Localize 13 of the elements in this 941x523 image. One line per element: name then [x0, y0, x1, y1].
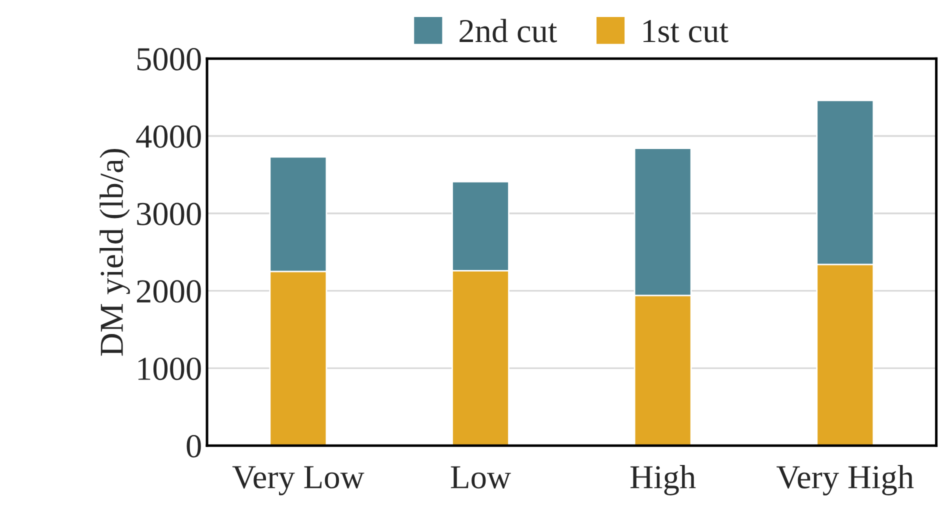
legend-label: 2nd cut — [460, 18, 558, 42]
y-tick-label: 3000 — [137, 202, 201, 226]
y-tick-label: 1000 — [138, 358, 201, 380]
y-axis-title: DM yield (lb/a) — [100, 148, 130, 356]
x-tick-label: Very Low — [232, 466, 364, 496]
x-tick-label: Low — [450, 466, 511, 488]
y-tick-label: 0 — [186, 434, 201, 458]
y-tick-label: 2000 — [136, 280, 201, 303]
x-tick-label: Very High — [776, 465, 914, 496]
y-tick-label: 5000 — [137, 48, 201, 70]
y-tick-label: 4000 — [136, 125, 201, 148]
legend-label: 1st cut — [643, 20, 728, 42]
x-tick-label: High — [630, 465, 696, 496]
